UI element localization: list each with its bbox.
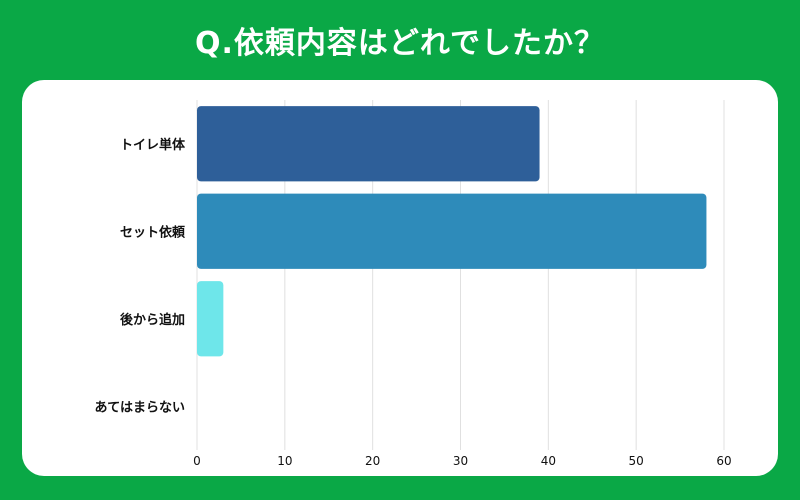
x-tick-label: 0 <box>193 454 201 468</box>
bar <box>197 281 224 357</box>
x-tick-label: 30 <box>453 454 468 468</box>
category-label: トイレ単体 <box>120 137 186 153</box>
category-label: あてはまらない <box>95 400 185 415</box>
x-tick-label: 50 <box>629 454 644 468</box>
x-tick-label: 10 <box>277 454 292 468</box>
x-tick-label: 20 <box>365 454 380 468</box>
chart-title: Q.依頼内容はどれでしたか？ <box>195 26 605 61</box>
bar <box>197 193 707 269</box>
x-tick-label: 40 <box>541 454 556 468</box>
x-tick-label: 60 <box>716 454 731 468</box>
category-label: セット依頼 <box>120 224 186 240</box>
category-label: 後から追加 <box>120 312 185 328</box>
bar <box>197 106 540 182</box>
chart-card: 0 10 20 30 40 50 60 トイレ単体セット依頼後から追加あてはまらない <box>22 80 778 476</box>
